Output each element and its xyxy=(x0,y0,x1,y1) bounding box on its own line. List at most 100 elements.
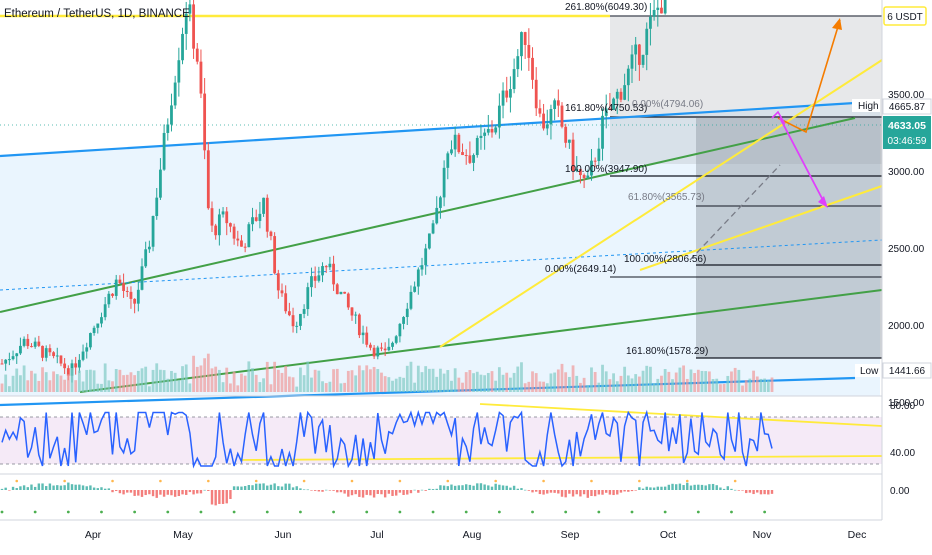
volume-bar xyxy=(619,375,623,392)
volume-bar xyxy=(461,382,464,392)
macd-bar xyxy=(181,490,184,495)
candle-body xyxy=(346,293,350,308)
volume-bar xyxy=(225,367,229,392)
volume-bar xyxy=(173,372,177,392)
high-label-group: High 4665.87 xyxy=(852,98,932,115)
time-tick-label: Aug xyxy=(463,529,482,541)
candle-body xyxy=(173,82,177,106)
volume-bar xyxy=(229,383,232,392)
currency-badge[interactable]: 6 USDT xyxy=(883,6,927,26)
candle-body xyxy=(365,332,369,345)
macd-bar xyxy=(22,485,26,490)
volume-bar xyxy=(37,380,41,392)
candle-body xyxy=(391,342,394,347)
candle-body xyxy=(81,351,85,360)
macd-bar xyxy=(461,485,464,490)
volume-bar xyxy=(162,370,166,392)
macd-bar xyxy=(67,482,70,490)
macd-bar xyxy=(251,485,254,490)
volume-bar xyxy=(641,370,645,392)
macd-bar xyxy=(531,490,534,493)
volume-bar xyxy=(232,371,236,392)
macd-bar xyxy=(37,483,41,490)
candle-body xyxy=(184,13,188,34)
volume-bar xyxy=(7,386,11,392)
candle-body xyxy=(405,308,409,318)
volume-bar xyxy=(44,372,48,392)
macd-bar xyxy=(218,490,221,504)
macd-bar xyxy=(92,487,96,490)
rsi-line xyxy=(1,409,773,469)
volume-bar xyxy=(394,378,398,392)
candle-body xyxy=(660,7,663,14)
fib-level-label: 100.00%(3947.90) xyxy=(565,164,647,175)
volume-bar xyxy=(520,362,523,392)
candle-body xyxy=(586,175,590,178)
macd-bar xyxy=(266,485,269,490)
candle-body xyxy=(214,225,218,236)
macd-bar xyxy=(59,485,63,490)
macd-bar xyxy=(667,484,671,490)
candle-body xyxy=(413,286,417,292)
macd-bar xyxy=(336,490,339,493)
volume-bar xyxy=(427,368,431,392)
volume-bar xyxy=(593,371,597,392)
macd-bar xyxy=(575,490,578,495)
candle-body xyxy=(225,211,229,224)
candle-body xyxy=(457,134,461,153)
macd-bar xyxy=(347,490,350,497)
candle-body xyxy=(129,291,133,299)
volume-bar xyxy=(579,382,582,392)
volume-bar xyxy=(405,365,409,392)
volume-bar xyxy=(302,375,306,392)
macd-bar xyxy=(232,486,236,490)
macd-bar xyxy=(487,485,490,490)
candle-body xyxy=(619,91,623,100)
macd-bar xyxy=(295,486,298,490)
macd-bar xyxy=(413,489,416,491)
volume-bar xyxy=(247,361,251,392)
volume-bar xyxy=(730,371,733,392)
macd-bar xyxy=(288,483,291,490)
candle-body xyxy=(571,139,575,171)
candle-body xyxy=(287,311,291,316)
macd-bar xyxy=(546,490,549,494)
macd-bar xyxy=(420,489,424,491)
volume-bar xyxy=(660,375,663,392)
macd-bar xyxy=(656,486,659,490)
volume-bar xyxy=(744,380,748,392)
high-line-label: High xyxy=(858,101,879,112)
candle-body xyxy=(383,348,387,351)
macd-bar xyxy=(763,490,766,495)
volume-bar xyxy=(763,378,767,392)
macd-bar xyxy=(214,490,217,506)
volume-bar xyxy=(41,367,44,392)
volume-bar xyxy=(416,365,420,392)
volume-bar xyxy=(457,377,461,392)
macd-bar xyxy=(372,490,376,498)
macd-bar xyxy=(78,484,81,490)
macd-bar xyxy=(579,490,582,497)
candle-body xyxy=(505,90,509,98)
macd-bar xyxy=(424,490,427,491)
signal-dot xyxy=(590,479,593,483)
signal-dot xyxy=(111,479,114,483)
candle-body xyxy=(354,314,358,316)
macd-bar xyxy=(170,490,173,496)
macd-bar xyxy=(745,490,748,494)
candle-body xyxy=(416,269,420,287)
macd-bar xyxy=(33,486,37,490)
macd-bar xyxy=(203,489,206,491)
macd-bar xyxy=(140,490,144,497)
macd-bar xyxy=(166,490,169,495)
macd-axis-ticks: 0.00 xyxy=(890,486,910,497)
time-tick-label: Nov xyxy=(753,529,772,541)
macd-bar xyxy=(737,490,741,491)
rsi-tick-label: 40.00 xyxy=(890,448,915,459)
macd-bar xyxy=(431,489,435,490)
candle-body xyxy=(350,307,354,316)
rsi-tick-label: 80.00 xyxy=(890,401,915,412)
candle-body xyxy=(0,363,4,365)
volume-bar xyxy=(464,372,468,392)
